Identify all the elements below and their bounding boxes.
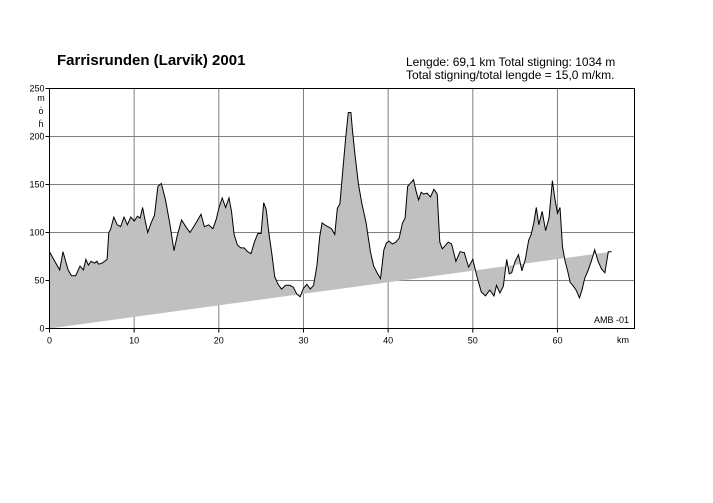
y-tick-label: 0 [39, 324, 44, 334]
x-tick-label: 20 [214, 336, 224, 346]
x-tick-label: 10 [129, 336, 139, 346]
x-axis-label: km [617, 335, 629, 345]
x-tick-label: 60 [552, 336, 562, 346]
chart-annotation: AMB -01 [594, 315, 629, 325]
x-tick-label: 40 [383, 336, 393, 346]
y-axis-label-text: m.o.h. [37, 93, 45, 136]
y-axis-label: m.o.h. [37, 93, 45, 136]
x-axis-ticks: 0 10 20 30 40 50 60 [47, 328, 562, 346]
plot-frame [49, 88, 635, 329]
elevation-line [49, 112, 612, 300]
stats-line-1: Lengde: 69,1 km Total stigning: 1034 m [406, 55, 616, 69]
x-tick-label: 0 [47, 336, 52, 346]
y-axis-ticks: 0 50 100 150 200 250 [29, 84, 50, 334]
y-tick-label: 50 [34, 276, 44, 286]
chart-title: Farrisrunden (Larvik) 2001 [57, 52, 246, 69]
y-tick-label: 200 [29, 132, 44, 142]
y-tick-label: 250 [29, 84, 44, 94]
elevation-area [49, 112, 612, 329]
y-tick-label: 100 [29, 228, 44, 238]
y-tick-label: 150 [29, 180, 44, 190]
stats-line-2: Total stigning/total lengde = 15,0 m/km. [406, 68, 615, 82]
x-tick-label: 50 [468, 336, 478, 346]
x-tick-label: 30 [298, 336, 308, 346]
